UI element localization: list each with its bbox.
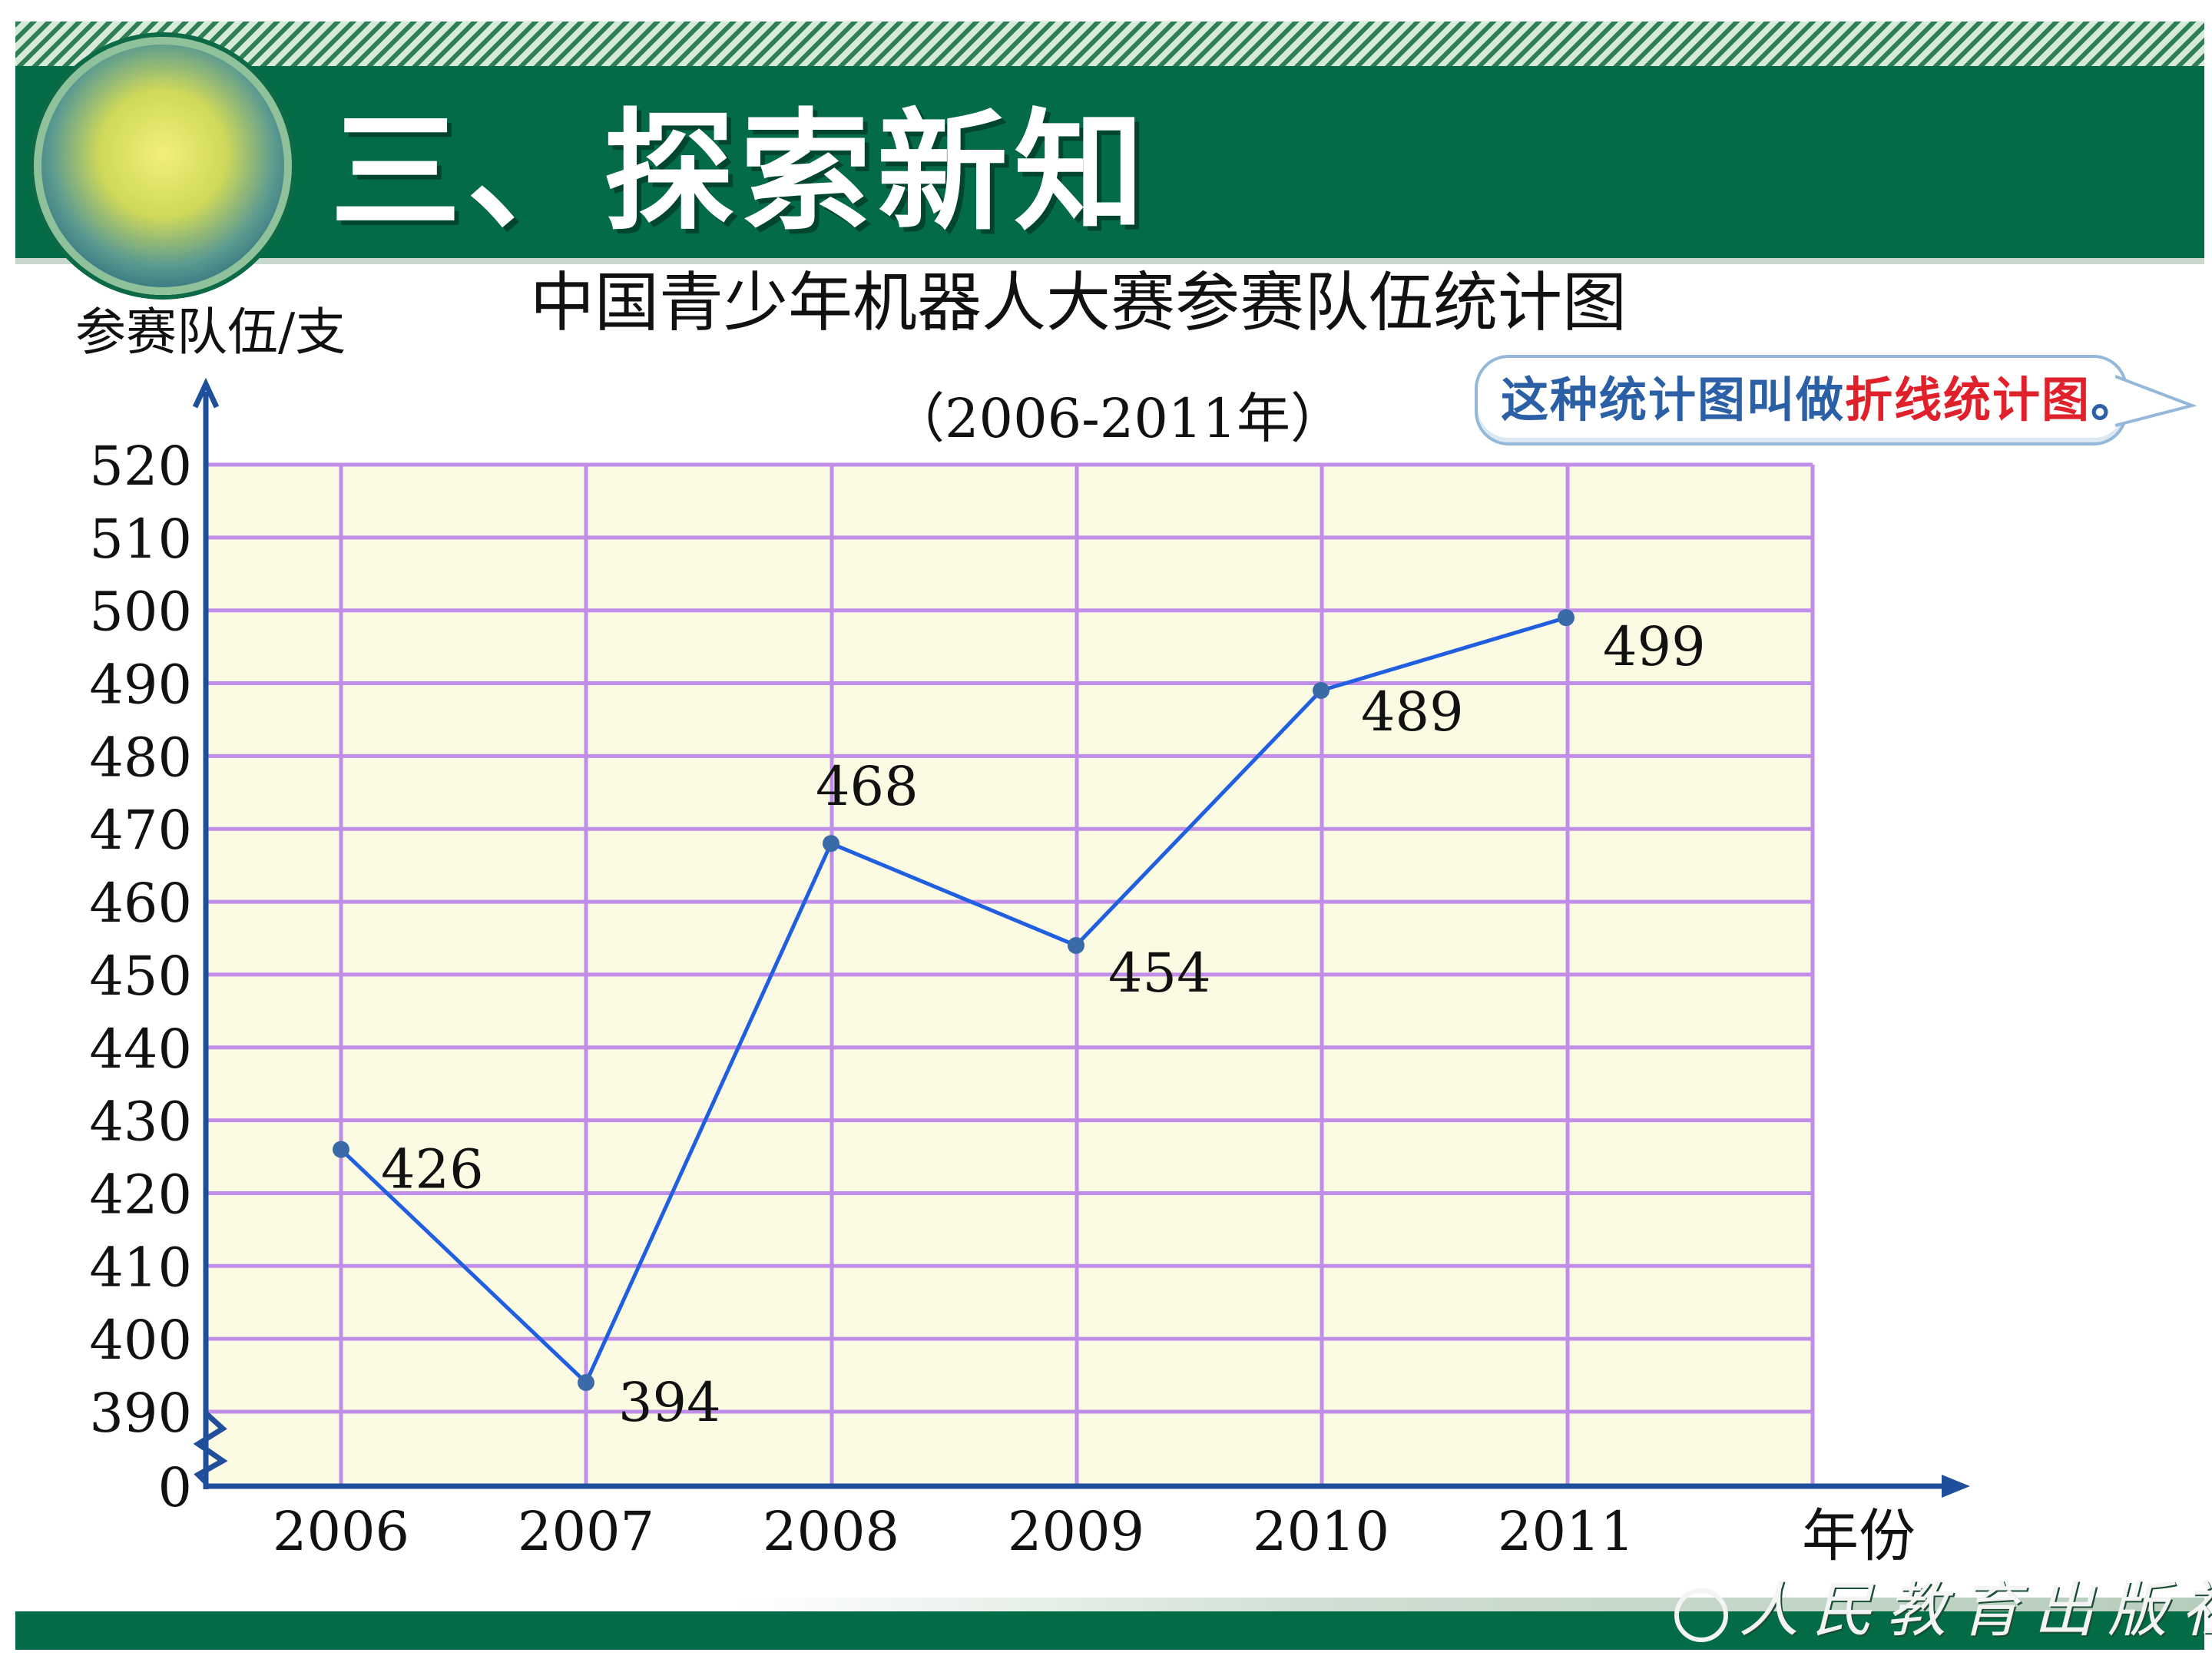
data-point	[823, 835, 839, 853]
header-bar-shadow	[15, 258, 2204, 264]
y-tick-label: 390	[89, 1382, 192, 1445]
callout-prefix: 这种统计图叫做	[1501, 372, 1846, 428]
data-label: 394	[618, 1371, 721, 1434]
callout-tail	[2115, 375, 2197, 427]
y-tick-label: 470	[89, 799, 192, 862]
callout-highlight: 折线统计图	[1845, 372, 2091, 428]
data-point	[1313, 682, 1330, 700]
x-tick-label: 2007	[518, 1500, 654, 1563]
y-tick-label: 400	[89, 1309, 192, 1372]
chart-subtitle: （2006-2011年）	[891, 387, 1344, 450]
y-axis-break	[193, 1411, 228, 1485]
x-tick-label: 2008	[763, 1500, 899, 1563]
footer-band	[737, 1598, 2204, 1611]
callout-text: 这种统计图叫做折线统计图。	[1501, 372, 2140, 429]
y-tick-label: 500	[89, 581, 192, 644]
header-bar	[15, 66, 2204, 258]
data-label: 454	[1108, 942, 1211, 1005]
chart-title: 中国青少年机器人大赛参赛队伍统计图	[530, 265, 1628, 340]
publisher-logo: 人民教育出版社	[1674, 1581, 2212, 1650]
data-point	[333, 1141, 349, 1158]
header-stripe	[15, 22, 2204, 66]
x-axis-label: 年份	[1802, 1503, 1916, 1569]
footer-bar	[15, 1611, 2204, 1650]
callout-suffix: 。	[2091, 372, 2141, 428]
y-tick-label: 430	[89, 1091, 192, 1154]
y-tick-label: 460	[89, 872, 192, 935]
y-tick-label: 510	[89, 508, 192, 571]
x-tick-label: 2010	[1253, 1500, 1389, 1563]
data-label: 468	[816, 755, 919, 818]
publisher-emblem-icon	[1674, 1588, 1728, 1642]
series-line	[339, 615, 1567, 1385]
y-tick-label: 0	[157, 1456, 192, 1519]
data-label: 426	[381, 1138, 484, 1201]
x-tick-label: 2011	[1498, 1500, 1634, 1563]
data-label: 499	[1603, 615, 1706, 678]
data-point	[578, 1374, 594, 1392]
y-axis-arrow	[192, 377, 220, 409]
y-tick-label: 420	[89, 1163, 192, 1226]
x-tick-label: 2006	[273, 1500, 409, 1563]
y-tick-label: 410	[89, 1236, 192, 1299]
y-tick-label: 520	[89, 435, 192, 498]
y-tick-label: 490	[89, 654, 192, 717]
data-label: 489	[1361, 680, 1464, 743]
data-point	[1068, 936, 1084, 954]
y-tick-label: 440	[89, 1018, 192, 1081]
x-axis-arrow	[1942, 1475, 1970, 1498]
publisher-name: 人民教育出版社	[1739, 1576, 2212, 1645]
x-tick-label: 2009	[1008, 1500, 1144, 1563]
data-point	[1558, 609, 1575, 627]
y-axis-label: 参赛队伍/支	[75, 303, 346, 362]
page-title: 三、探索新知	[330, 97, 1151, 249]
y-tick-label: 480	[89, 726, 192, 789]
callout-bubble	[1475, 355, 2128, 445]
logo-emblem-image	[34, 37, 292, 295]
y-tick-label: 450	[89, 945, 192, 1008]
